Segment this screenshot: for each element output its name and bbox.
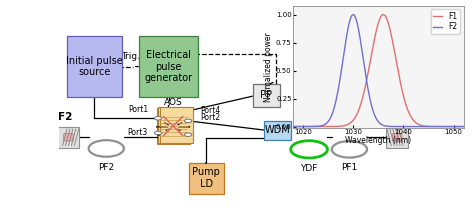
Line: F1: F1 [293, 15, 464, 127]
Text: Electrical
pulse
generator: Electrical pulse generator [145, 50, 192, 83]
F1 [299, 125, 304, 128]
F2 [290, 125, 296, 128]
FancyBboxPatch shape [264, 121, 291, 140]
F2 [373, 117, 379, 119]
Text: Port1: Port1 [128, 105, 148, 114]
Text: PF2: PF2 [98, 163, 114, 172]
Y-axis label: Normalized power: Normalized power [264, 32, 273, 101]
Circle shape [155, 116, 162, 120]
F2 [350, 13, 356, 16]
Text: AOS: AOS [164, 98, 182, 107]
F1 [381, 13, 386, 16]
FancyBboxPatch shape [139, 36, 198, 97]
FancyBboxPatch shape [189, 163, 224, 194]
FancyBboxPatch shape [64, 134, 73, 141]
FancyBboxPatch shape [158, 108, 191, 143]
Line: F2: F2 [293, 15, 464, 127]
Text: YDF: YDF [301, 164, 318, 173]
F2 [299, 125, 304, 128]
F2 [456, 125, 462, 128]
F2 [461, 125, 466, 128]
F1 [461, 125, 466, 128]
F1 [425, 125, 430, 128]
FancyBboxPatch shape [386, 127, 408, 148]
FancyBboxPatch shape [392, 134, 402, 141]
X-axis label: Wavelength (nm): Wavelength (nm) [345, 136, 411, 145]
F1 [369, 54, 374, 56]
F1 [290, 125, 296, 128]
Circle shape [184, 133, 192, 136]
Text: Port4: Port4 [200, 106, 220, 115]
FancyBboxPatch shape [160, 107, 192, 143]
FancyBboxPatch shape [57, 127, 80, 148]
Text: PP: PP [260, 90, 273, 100]
FancyBboxPatch shape [66, 36, 122, 97]
Circle shape [184, 119, 192, 123]
Legend: F1, F2: F1, F2 [431, 9, 460, 34]
Text: Port2: Port2 [200, 113, 220, 122]
Circle shape [155, 131, 162, 135]
Text: Port3: Port3 [128, 128, 148, 138]
Text: Initial pulse
source: Initial pulse source [66, 56, 123, 77]
F1 [456, 125, 462, 128]
F2 [369, 104, 374, 107]
Text: PF1: PF1 [341, 164, 357, 172]
F2 [456, 125, 462, 128]
Text: Trig.: Trig. [121, 52, 140, 60]
Text: F1: F1 [395, 112, 410, 123]
FancyBboxPatch shape [253, 84, 280, 107]
Text: F2: F2 [57, 112, 72, 123]
F1 [373, 31, 379, 34]
Text: WDM: WDM [264, 125, 291, 135]
FancyBboxPatch shape [156, 108, 190, 144]
F2 [425, 125, 430, 128]
Text: Pump
LD: Pump LD [192, 167, 220, 189]
F1 [456, 125, 462, 128]
